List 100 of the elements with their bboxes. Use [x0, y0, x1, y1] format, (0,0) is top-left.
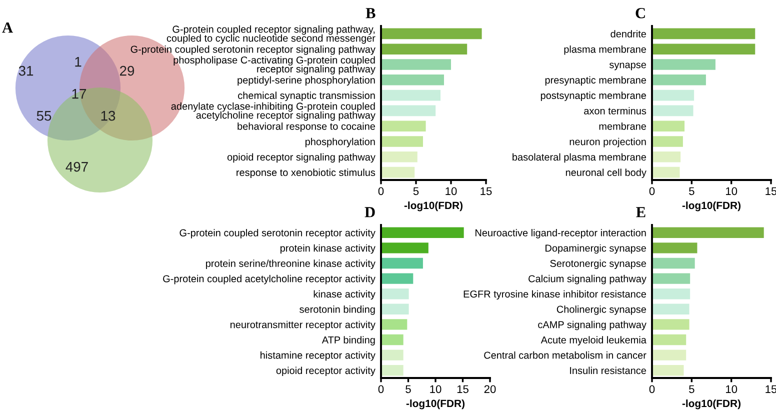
- bar: [652, 364, 684, 376]
- x-tick-label: 15: [457, 385, 468, 394]
- y-tick-label: Serotonergic synapse: [550, 260, 646, 269]
- bar: [652, 28, 756, 40]
- bar: [652, 304, 690, 315]
- bar: [652, 136, 683, 147]
- y-tick-label: histamine receptor activity: [260, 351, 376, 361]
- text: 17: [72, 89, 86, 99]
- y-tick-label: axon terminus: [584, 107, 646, 114]
- x-tick-label: 5: [406, 385, 411, 394]
- y-tick-label: neurotransmitter receptor activity: [230, 320, 376, 330]
- x-tick-label: 5: [689, 187, 694, 196]
- text: 497: [66, 162, 88, 172]
- x-tick-label: 0: [649, 385, 655, 394]
- bar: [381, 350, 404, 360]
- bar: [652, 258, 695, 269]
- y-tick-label: membrane: [599, 122, 646, 130]
- bar: [381, 28, 482, 40]
- bar: [652, 288, 690, 300]
- bar: [381, 227, 464, 238]
- x-tick-label: 0: [649, 187, 655, 196]
- bar: [652, 227, 764, 238]
- bar: [381, 364, 404, 376]
- bar: [381, 105, 436, 116]
- bar: [652, 242, 698, 254]
- y-tick-label: phosphorylation: [305, 138, 375, 148]
- y-tick-label: neuronal cell body: [566, 168, 646, 178]
- y-tick-label: protein serine/threonine kinase activity: [206, 260, 376, 269]
- chart-title: C: [636, 8, 645, 18]
- y-tick-label: plasma membrane: [564, 45, 646, 55]
- bar: [652, 90, 694, 101]
- x-tick-label: 10: [446, 187, 457, 196]
- x-tick-label: 10: [726, 385, 738, 394]
- y-tick-label: Acute myeloid leukemia: [540, 336, 646, 346]
- text: A: [2, 22, 13, 33]
- y-tick-label: kinase activity: [314, 290, 376, 300]
- y-tick-label: G-protein coupled serotonin receptor activity: [180, 229, 376, 238]
- y-tick-label: Central carbon metabolism in cancer: [484, 351, 646, 359]
- y-tick-label: G-protein coupled serotonin receptor signaling pathway: [130, 45, 376, 55]
- x-tick-label: 5: [689, 385, 694, 394]
- x-tick-label: 0: [378, 187, 384, 196]
- chart-title: B: [366, 8, 376, 18]
- x-tick-label: 10: [430, 385, 442, 394]
- bar: [652, 334, 686, 346]
- bar: [381, 288, 409, 300]
- bar: [652, 350, 686, 360]
- bar: [381, 334, 404, 346]
- bar: [652, 166, 680, 178]
- bar: [652, 120, 685, 132]
- bar: [381, 304, 409, 315]
- y-tick-label: ATP binding: [322, 336, 375, 346]
- text: 29: [120, 66, 134, 76]
- bar: [381, 258, 423, 269]
- bar: [381, 74, 444, 86]
- bar: [381, 242, 428, 254]
- y-tick-label: presynaptic membrane: [545, 76, 646, 86]
- x-axis-title: -log10(FDR): [682, 201, 740, 212]
- bar: [652, 44, 756, 54]
- y-tick-label: postsynaptic membrane: [540, 92, 646, 101]
- x-axis-title: -log10(FDR): [406, 399, 464, 410]
- y-tick-label: G-protein coupled acetylcholine receptor activity: [163, 274, 376, 284]
- x-tick-label: 20: [484, 385, 496, 394]
- bar: [381, 152, 418, 162]
- y-tick-label: opioid receptor signaling pathway: [227, 153, 376, 163]
- text: 31: [18, 66, 34, 76]
- bar: [381, 273, 414, 284]
- y-tick-label: dendrite: [610, 30, 646, 38]
- bar: [381, 136, 423, 147]
- y-tick-label: serotonin binding: [300, 306, 375, 315]
- y-tick-label: neuron projection: [570, 138, 646, 148]
- bar: [652, 74, 706, 86]
- bar: [652, 105, 694, 116]
- bar: [652, 59, 716, 70]
- y-tick-label: behavioral response to cocaine: [238, 122, 376, 132]
- y-tick-label: EGFR tyrosine kinase inhibitor resistance: [464, 290, 646, 300]
- y-tick-label: response to xenobiotic stimulus: [236, 168, 376, 178]
- bar: [381, 166, 415, 178]
- bar: [652, 152, 681, 162]
- chart-title: E: [636, 207, 646, 218]
- x-axis-title: -log10(FDR): [682, 399, 740, 410]
- x-tick-label: 15: [480, 187, 492, 196]
- y-tick-label: Insulin resistance: [570, 366, 646, 374]
- text: 13: [101, 110, 116, 121]
- chart-title: D: [364, 207, 375, 218]
- y-tick-label: Neuroactive ligand-receptor interaction: [476, 229, 646, 238]
- y-tick-label: synapse: [609, 62, 646, 70]
- y-tick-label: G-protein coupled receptor signaling pathway, coupled to cyclic nucleotide second messenger: [166, 25, 376, 44]
- x-tick-label: 10: [726, 187, 738, 196]
- y-tick-label: Calcium signaling pathway: [528, 274, 646, 284]
- text: 55: [36, 111, 52, 121]
- y-tick-label: cAMP signaling pathway: [538, 320, 646, 330]
- bar: [381, 44, 468, 54]
- y-tick-label: protein kinase activity: [280, 244, 376, 254]
- y-tick-label: Dopaminergic synapse: [546, 244, 646, 254]
- text: 1: [75, 57, 82, 67]
- bar: [381, 59, 451, 70]
- bar: [652, 273, 690, 284]
- bar: [652, 319, 690, 330]
- y-tick-label: opioid receptor activity: [276, 366, 376, 376]
- x-axis-title: -log10(FDR): [404, 201, 462, 212]
